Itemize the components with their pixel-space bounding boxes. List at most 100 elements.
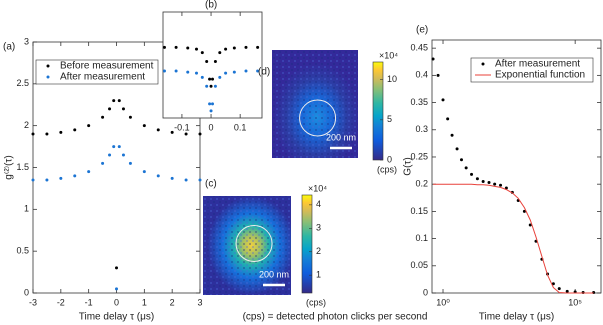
colorbar-unit: (cps): [306, 297, 326, 307]
caption: (cps) = detected photon clicks per secon…: [243, 312, 428, 323]
data-point: [115, 266, 118, 270]
y-axis-label: g⁽²⁾(τ): [4, 155, 15, 179]
x-tick-label: 2: [170, 297, 175, 307]
data-point: [565, 289, 569, 293]
legend-box: [35, 59, 159, 85]
data-point: [436, 73, 440, 77]
data-point: [205, 59, 209, 63]
x-tick-label: 3: [197, 297, 202, 307]
y-tick-label: 0.1: [415, 233, 428, 243]
data-point: [455, 147, 459, 151]
x-tick-label: 0: [114, 297, 119, 307]
y-tick-label: 0: [24, 287, 29, 297]
panel-label: (c): [205, 179, 217, 190]
data-point: [31, 178, 35, 182]
data-point: [174, 45, 178, 49]
data-point: [156, 174, 160, 178]
data-point: [209, 84, 213, 88]
data-point: [218, 75, 222, 79]
data-point: [504, 186, 508, 190]
colorbar-tick-label: 3: [316, 223, 321, 233]
data-point: [128, 161, 132, 165]
legend-label: Exponential function: [495, 70, 585, 81]
data-point: [213, 59, 217, 63]
x-tick-label: 1: [142, 297, 147, 307]
data-point: [256, 45, 260, 49]
data-point: [45, 178, 49, 182]
x-tick-label: -2: [57, 297, 65, 307]
colorbar-tick-label: 0: [387, 154, 392, 164]
data-point: [101, 115, 105, 119]
data-point: [73, 128, 77, 132]
y-tick-label: 0.35: [410, 97, 428, 107]
colorbar-tick-label: 2: [316, 246, 321, 256]
data-point: [117, 99, 121, 103]
image-noise: [272, 50, 358, 158]
y-tick-label: 2.5: [16, 78, 29, 88]
y-tick-label: 2: [24, 120, 29, 130]
x-tick-label: 10⁵: [568, 297, 582, 307]
data-point: [108, 153, 112, 157]
data-point: [194, 47, 198, 51]
data-point: [208, 102, 212, 106]
colorbar-multiplier: ×10⁴: [379, 50, 398, 60]
y-axis-label: G(τ): [403, 157, 414, 175]
data-point: [186, 70, 190, 74]
data-point: [528, 223, 532, 227]
x-tick-label: 0: [209, 122, 214, 132]
y-tick-label: 0.3: [415, 124, 428, 134]
data-point: [557, 287, 561, 291]
data-point: [232, 70, 236, 74]
data-point: [112, 99, 116, 103]
data-point: [184, 132, 188, 136]
data-point: [450, 133, 454, 137]
x-tick-label: -3: [29, 297, 37, 307]
x-axis-label: Time delay τ (μs): [79, 312, 154, 323]
legend-marker: [481, 62, 485, 66]
data-point: [522, 209, 526, 213]
panel-label: (a): [3, 42, 15, 53]
x-tick-label: 10⁰: [436, 297, 450, 307]
data-point: [200, 51, 204, 55]
data-point: [156, 128, 160, 132]
data-point: [499, 183, 503, 187]
data-point: [117, 145, 121, 149]
data-point: [208, 77, 212, 81]
data-point: [224, 47, 228, 51]
fit-line: [433, 183, 594, 294]
data-point: [581, 290, 585, 294]
data-point: [446, 117, 450, 121]
y-tick-label: 0.4: [415, 70, 428, 80]
colorbar-unit: (cps): [377, 164, 397, 174]
data-point: [459, 158, 463, 162]
roi-circle: [235, 225, 273, 263]
data-point: [592, 290, 596, 294]
panel-label: (d): [258, 67, 270, 78]
data-point: [244, 69, 248, 73]
data-point: [194, 71, 198, 75]
y-tick-label: 0.45: [410, 43, 428, 53]
scale-bar-label: 200 nm: [259, 269, 289, 279]
data-point: [256, 69, 260, 73]
data-point: [142, 124, 146, 128]
data-point: [244, 45, 248, 49]
data-point: [475, 177, 479, 181]
x-tick-label: -0.1: [174, 122, 190, 132]
data-point: [211, 77, 214, 81]
y-tick-label: 0.05: [410, 260, 428, 270]
data-point: [73, 174, 77, 178]
roi-circle: [299, 99, 337, 137]
data-point: [209, 109, 213, 113]
data-point: [441, 98, 445, 102]
y-tick-label: 1.5: [16, 162, 29, 172]
x-axis-label: Time delay τ (μs): [479, 312, 554, 323]
data-point: [121, 153, 125, 157]
panel-label: (e): [416, 25, 428, 36]
x-tick-label: -1: [85, 297, 93, 307]
scale-bar-label: 200 nm: [326, 132, 356, 142]
data-point: [218, 51, 222, 55]
data-point: [108, 107, 112, 111]
legend-label: Before measurement: [60, 61, 154, 72]
data-point: [31, 132, 35, 136]
legend-label: After measurement: [60, 72, 145, 83]
